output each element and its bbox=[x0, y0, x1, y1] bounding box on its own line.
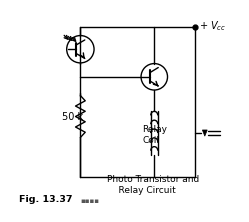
Text: Fig. 13.37: Fig. 13.37 bbox=[19, 195, 72, 204]
Text: Coil: Coil bbox=[142, 136, 159, 145]
Text: ▪▪▪▪: ▪▪▪▪ bbox=[80, 198, 99, 204]
Text: + $V_{cc}$: + $V_{cc}$ bbox=[199, 19, 226, 33]
Text: Relay: Relay bbox=[142, 125, 167, 134]
Polygon shape bbox=[202, 130, 207, 136]
Text: Photo Transistor and
    Relay Circuit: Photo Transistor and Relay Circuit bbox=[107, 175, 199, 195]
Text: 50 k: 50 k bbox=[62, 111, 83, 121]
